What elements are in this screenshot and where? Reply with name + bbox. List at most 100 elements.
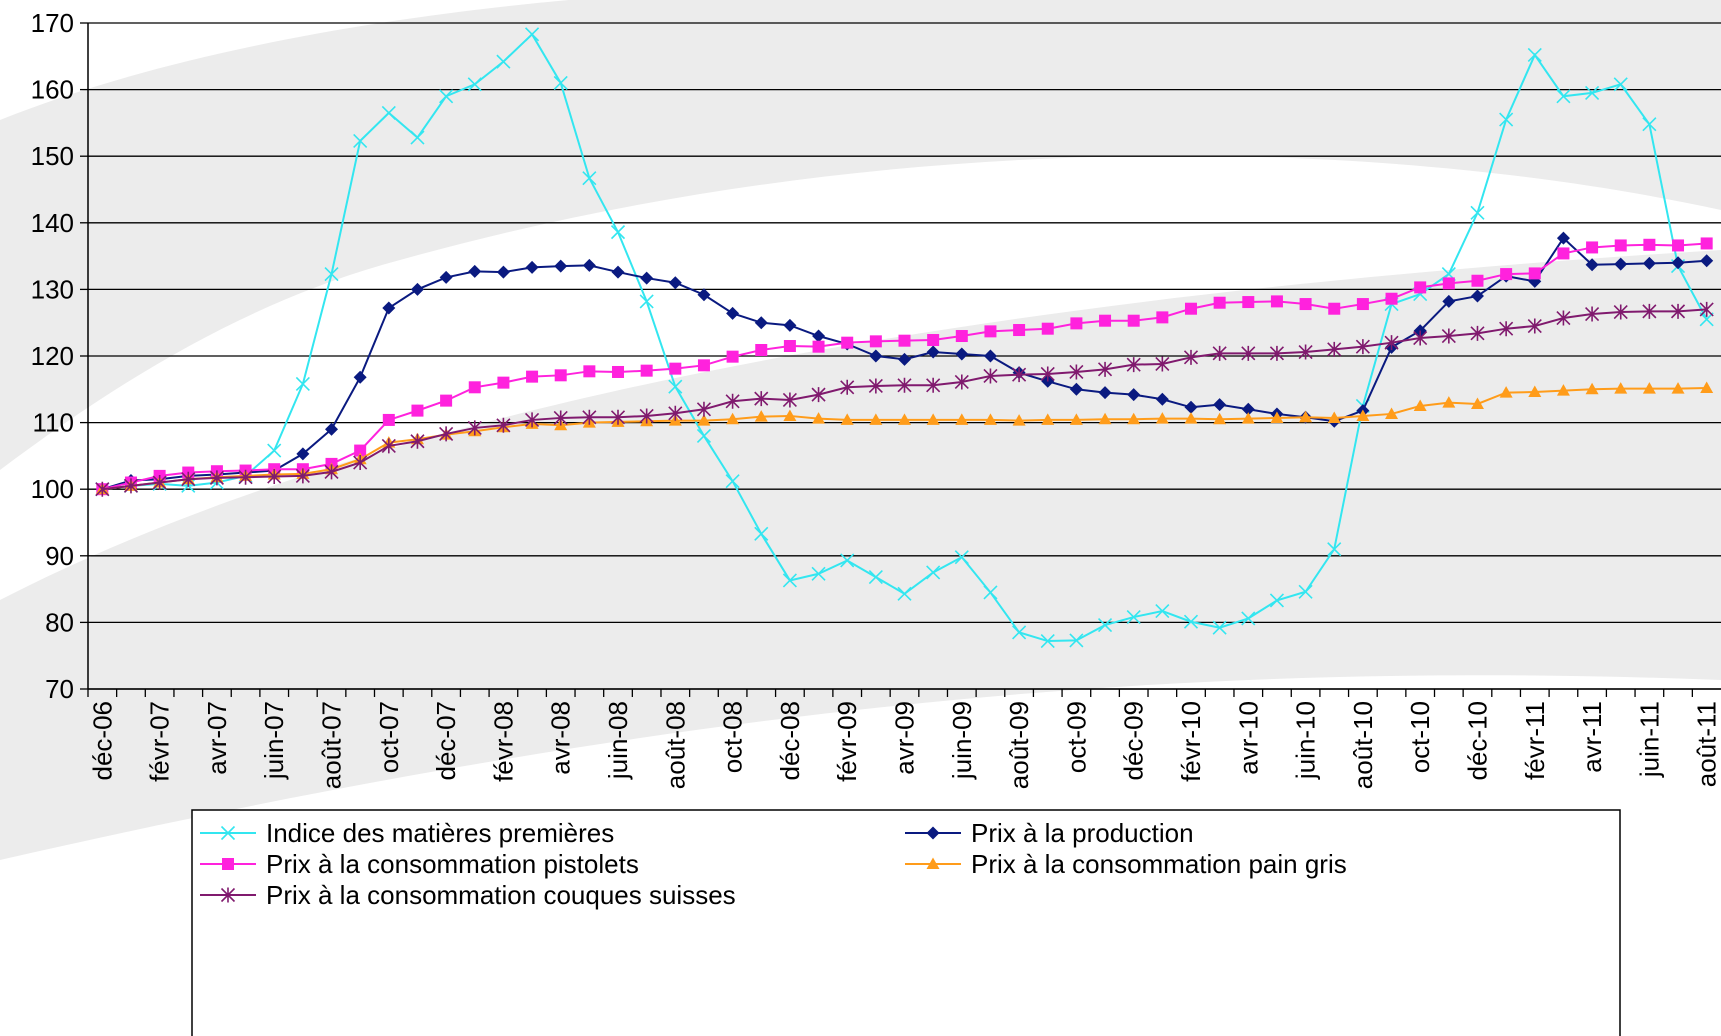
marker	[1470, 325, 1485, 341]
marker	[467, 77, 482, 92]
legend-label: Prix à la production	[971, 818, 1194, 848]
legend-label: Prix à la consommation couques suisses	[266, 880, 736, 910]
x-tick-label: août-07	[317, 701, 347, 789]
marker	[1012, 625, 1027, 640]
marker	[1413, 399, 1427, 411]
y-tick-label: 160	[31, 75, 74, 105]
y-tick-label: 120	[31, 341, 74, 371]
x-tick-label: déc-09	[1119, 701, 1149, 781]
marker	[439, 89, 454, 104]
marker	[382, 301, 396, 315]
marker	[697, 359, 710, 372]
marker	[1013, 324, 1026, 337]
marker	[410, 130, 425, 145]
marker	[1642, 256, 1656, 270]
x-tick-label: oct-10	[1405, 701, 1435, 773]
marker	[1299, 298, 1312, 311]
marker	[353, 133, 368, 148]
x-tick-label: avr-11	[1577, 701, 1607, 773]
x-tick-label: août-10	[1348, 701, 1378, 789]
marker	[955, 330, 968, 343]
marker	[220, 887, 236, 903]
marker	[696, 401, 712, 417]
marker	[610, 409, 626, 425]
marker	[1098, 412, 1112, 425]
marker	[1070, 317, 1083, 330]
marker	[1127, 412, 1141, 425]
x-tick-label: oct-07	[374, 701, 404, 773]
marker	[1385, 292, 1398, 305]
x-tick-label: avr-08	[546, 701, 576, 775]
x-tick-label: août-11	[1692, 701, 1721, 787]
marker	[954, 374, 969, 390]
marker	[1213, 412, 1227, 425]
marker	[1356, 298, 1369, 311]
marker	[1700, 381, 1714, 393]
marker	[1126, 610, 1141, 625]
marker	[898, 334, 911, 347]
marker	[898, 352, 911, 366]
marker	[1184, 412, 1198, 424]
marker	[926, 826, 940, 840]
marker	[1183, 349, 1199, 365]
marker	[812, 329, 826, 343]
x-tick-label: févr-07	[145, 701, 175, 782]
marker	[1441, 328, 1456, 344]
marker	[868, 378, 883, 394]
marker	[1097, 361, 1113, 377]
marker	[811, 387, 826, 403]
marker	[1212, 345, 1227, 361]
marker	[1671, 256, 1685, 270]
marker	[1097, 617, 1113, 633]
marker	[1614, 239, 1627, 252]
marker	[897, 586, 912, 601]
marker	[726, 412, 740, 425]
marker	[1556, 231, 1570, 245]
marker	[1528, 385, 1542, 397]
y-tick-label: 130	[31, 274, 74, 304]
marker	[869, 349, 883, 363]
y-tick-label: 140	[31, 208, 74, 238]
marker	[697, 288, 711, 302]
x-tick-label: juin-08	[603, 701, 633, 780]
marker	[868, 570, 883, 585]
x-tick-label: juin-07	[259, 701, 289, 780]
marker	[926, 565, 941, 580]
marker	[1499, 112, 1514, 127]
marker	[1269, 593, 1285, 608]
marker	[1184, 400, 1198, 414]
marker	[440, 394, 453, 407]
marker	[1556, 384, 1570, 396]
marker	[1470, 397, 1484, 409]
marker	[1270, 295, 1283, 308]
marker	[1184, 302, 1197, 315]
marker	[1040, 633, 1055, 649]
marker	[1613, 304, 1628, 320]
marker	[123, 478, 139, 494]
marker	[1557, 247, 1570, 260]
marker	[295, 376, 310, 392]
x-tick-label: avr-10	[1233, 701, 1263, 775]
marker	[152, 475, 167, 491]
marker	[296, 447, 310, 461]
x-tick-label: août-08	[660, 701, 690, 789]
y-tick-label: 70	[45, 674, 74, 704]
marker	[610, 225, 626, 240]
marker	[898, 413, 911, 425]
marker	[1328, 302, 1341, 315]
marker	[1069, 633, 1084, 648]
marker	[1384, 335, 1399, 351]
marker	[1442, 294, 1456, 308]
marker	[897, 377, 912, 393]
marker	[1126, 357, 1141, 373]
marker	[1127, 388, 1141, 402]
x-tick-label: déc-06	[87, 701, 117, 781]
marker	[1069, 413, 1083, 425]
marker	[1012, 414, 1026, 426]
marker	[725, 474, 740, 489]
marker	[926, 377, 941, 393]
marker	[553, 75, 568, 91]
marker	[1527, 318, 1542, 334]
marker	[840, 379, 855, 395]
marker	[696, 428, 712, 443]
